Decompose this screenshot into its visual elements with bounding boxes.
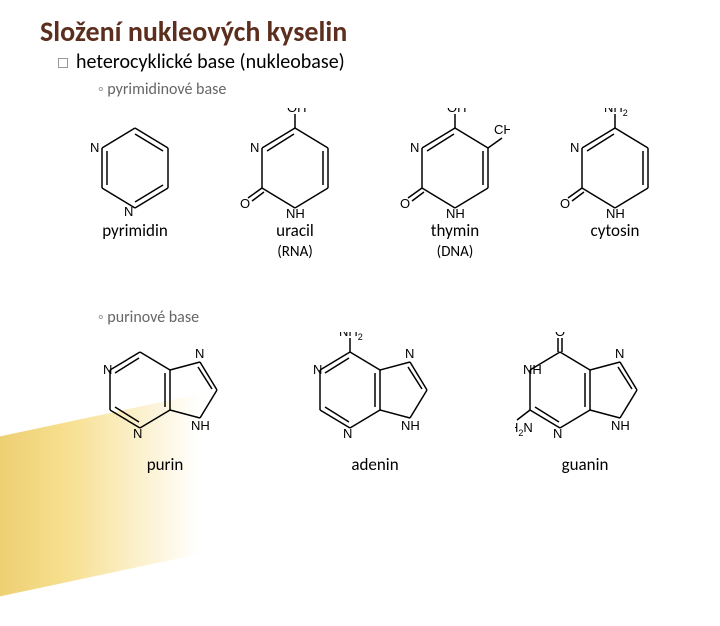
structure-purin: N N N NH [95, 332, 235, 452]
sub-uracil: (RNA) [277, 243, 313, 261]
col-adenin: N N N NH NH2 adenin [300, 332, 450, 522]
label-purin: purin [147, 454, 184, 475]
pyrimidine-row: N N pyrimidin OH O N NH ura [60, 108, 690, 298]
atom-n: N [553, 426, 562, 441]
col-purin: N N N NH purin [90, 332, 240, 522]
structure-pyrimidin: N N [80, 108, 190, 218]
atom-n: N [405, 346, 414, 361]
structure-thymin: OH O N NH CH3 [400, 108, 510, 218]
atom-ch3: CH3 [494, 122, 510, 140]
bullet-level1-text: heterocyklické base (nukleobase) [76, 50, 345, 74]
atom-n: N [103, 362, 112, 377]
atom-o: O [555, 332, 565, 339]
label-uracil: uracil [276, 220, 314, 241]
atom-nh: NH [191, 418, 210, 433]
col-thymin: OH O N NH CH3 thymin (DNA) [380, 108, 530, 298]
col-uracil: OH O N NH uracil (RNA) [220, 108, 370, 298]
atom-nh: NH [523, 362, 542, 377]
label-guanin: guanin [562, 454, 609, 475]
label-thymin: thymin [431, 220, 479, 241]
atom-o: O [240, 196, 250, 211]
page-title: Složení nukleových kyselin [40, 14, 347, 49]
atom-n: N [343, 426, 352, 441]
label-pyrimidin: pyrimidin [102, 220, 168, 241]
structure-cytosin: NH2 O N NH [560, 108, 670, 218]
structure-adenin: N N N NH NH2 [305, 332, 445, 452]
atom-n: N [195, 346, 204, 361]
sub-thymin: (DNA) [437, 243, 474, 261]
atom-n: N [313, 362, 322, 377]
atom-nh: NH [446, 206, 465, 218]
square-bullet-icon [58, 58, 68, 68]
label-adenin: adenin [351, 454, 398, 475]
atom-n: N [133, 426, 142, 441]
purine-row: N N N NH purin N N N NH [60, 332, 690, 522]
atom-nh: NH [286, 206, 305, 218]
bullet-pyrimidine: pyrimidinové base [98, 80, 226, 99]
col-cytosin: NH2 O N NH cytosin [540, 108, 690, 298]
atom-n: N [410, 140, 419, 155]
atom-n: N [124, 204, 133, 218]
col-guanin: NH N N NH O H2N guanin [510, 332, 660, 522]
atom-nh2: NH2 [604, 108, 628, 118]
structure-guanin: NH N N NH O H2N [515, 332, 655, 452]
col-pyrimidin: N N pyrimidin [60, 108, 210, 298]
atom-n: N [250, 140, 259, 155]
bullet-level1: heterocyklické base (nukleobase) [58, 50, 345, 74]
atom-nh: NH [401, 418, 420, 433]
atom-n: N [90, 140, 99, 155]
atom-nh: NH [611, 418, 630, 433]
bullet-purine: purinové base [98, 308, 199, 327]
atom-nh2: NH2 [339, 332, 363, 342]
label-cytosin: cytosin [591, 220, 640, 241]
atom-nh: NH [606, 206, 625, 218]
structure-uracil: OH O N NH [240, 108, 350, 218]
atom-h2n: H2N [515, 420, 533, 438]
atom-o: O [560, 196, 570, 211]
atom-oh: OH [447, 108, 467, 115]
atom-oh: OH [287, 108, 307, 115]
atom-n: N [615, 346, 624, 361]
atom-n: N [570, 140, 579, 155]
atom-o: O [400, 196, 410, 211]
